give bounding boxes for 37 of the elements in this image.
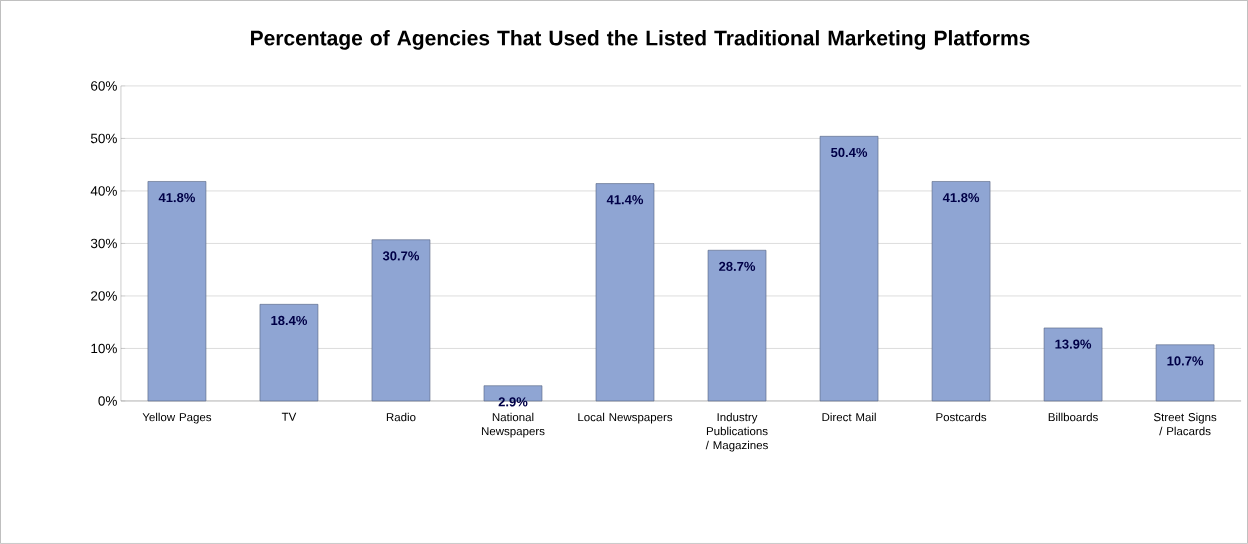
- data-label: 10.7%: [1167, 356, 1204, 366]
- bar: [931, 181, 991, 402]
- data-label: 50.4%: [831, 147, 868, 158]
- y-tick-label: 60%: [91, 81, 117, 91]
- data-label: 13.9%: [1055, 339, 1092, 349]
- x-tick-label: Local Newspapers: [578, 412, 673, 424]
- x-tick-label: Billboards: [1048, 412, 1098, 422]
- x-tick-label: Radio: [386, 412, 416, 422]
- bar: [259, 304, 319, 402]
- x-tick-label: Street Signs / Placards: [1153, 412, 1217, 436]
- bar: [819, 136, 879, 402]
- bar: [371, 239, 431, 402]
- y-tick-label: 20%: [91, 291, 117, 301]
- y-tick-label: 40%: [90, 186, 117, 196]
- x-tick-label: Direct Mail: [822, 412, 876, 422]
- data-label: 28.7%: [719, 261, 756, 272]
- data-label: 41.8%: [942, 193, 980, 203]
- x-tick-label: TV: [281, 412, 297, 421]
- bar: [1155, 344, 1215, 402]
- bar: [707, 250, 767, 402]
- x-tick-label: National Newspapers: [481, 412, 545, 438]
- y-tick-label: 0%: [98, 396, 117, 406]
- x-tick-label: Yellow Pages: [142, 412, 212, 424]
- data-label: 41.4%: [606, 195, 644, 205]
- y-tick-label: 50%: [90, 133, 117, 144]
- data-label: 41.8%: [158, 193, 196, 203]
- x-tick-label: Industry Publications / Magazines: [705, 412, 768, 452]
- y-tick-label: 10%: [91, 343, 117, 354]
- bar: [147, 181, 207, 402]
- y-tick-label: 30%: [90, 238, 117, 249]
- bar: [1043, 327, 1103, 402]
- data-label: 30.7%: [382, 251, 420, 261]
- data-label: 18.4%: [271, 315, 308, 326]
- bar: [595, 183, 655, 402]
- x-tick-label: Postcards: [936, 412, 987, 422]
- chart-title: Percentage of Agencies That Used the Listed Traditional Marketing Platforms: [251, 30, 1030, 50]
- data-label: 2.9%: [498, 397, 528, 407]
